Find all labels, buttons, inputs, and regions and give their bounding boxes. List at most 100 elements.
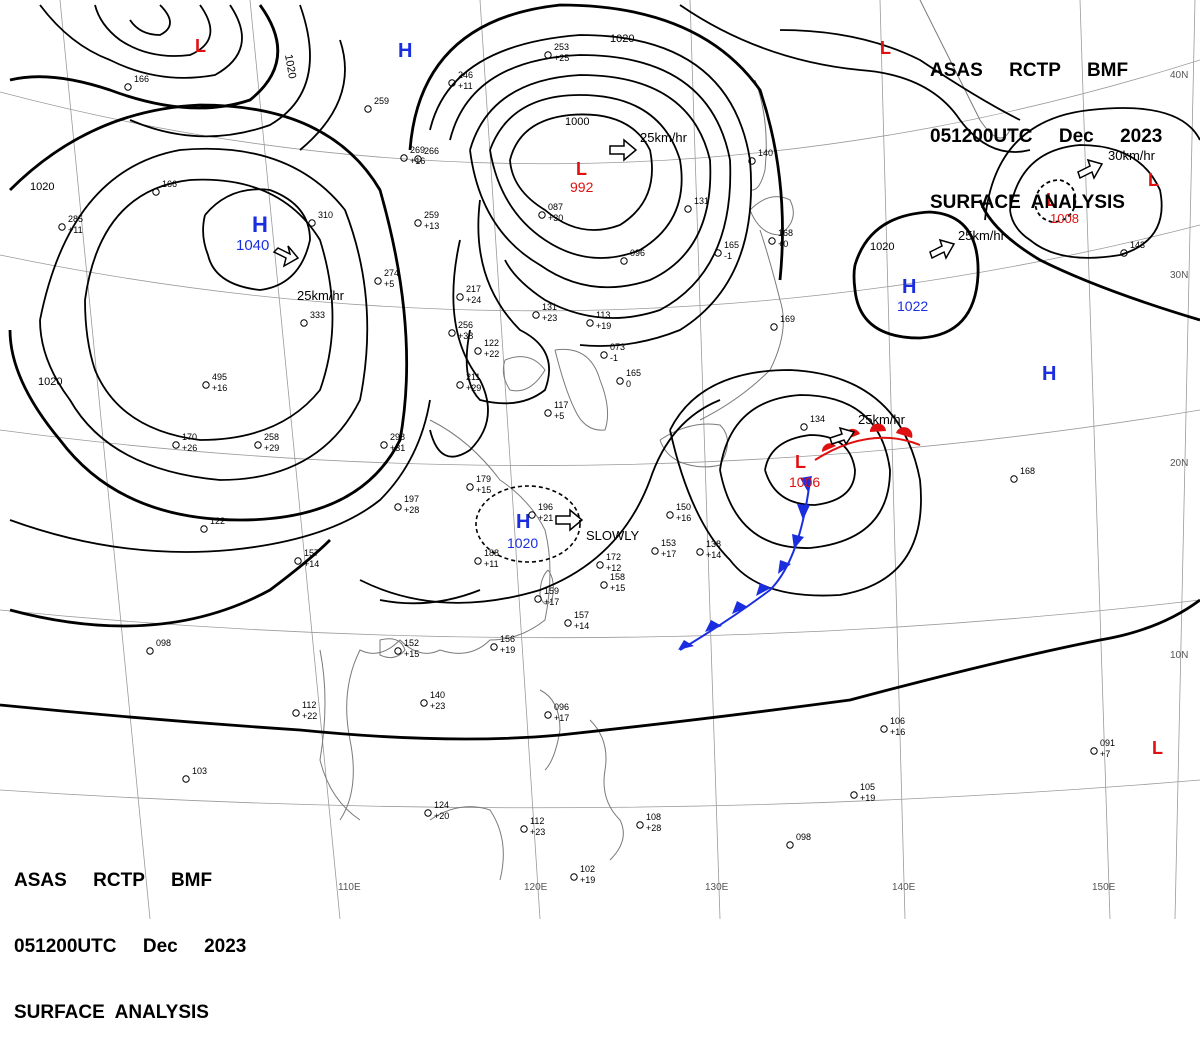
station-plot: 298+31	[380, 432, 405, 453]
isobars	[0, 3, 1200, 741]
station-circle	[474, 557, 482, 565]
station-plot: 091+7	[1090, 738, 1115, 759]
station-circle	[380, 441, 388, 449]
high-symbol: H	[516, 511, 530, 533]
sakhalin-coast	[751, 79, 767, 191]
station-pressure: 150	[676, 502, 691, 512]
station-plot: 140	[748, 148, 773, 165]
station-circle	[616, 377, 624, 385]
station-tendency: +17	[544, 597, 559, 607]
low-symbol: L	[195, 36, 206, 56]
station-plot: 143	[1120, 240, 1145, 257]
isobar	[429, 34, 752, 347]
station-pressure: 113	[596, 310, 610, 320]
station-circle	[182, 775, 190, 783]
station-circle	[600, 351, 608, 359]
arrow-low-1006	[829, 426, 856, 446]
station-tendency: +15	[610, 583, 625, 593]
station-circle	[1120, 249, 1128, 257]
header-line: SURFACE ANALYSIS	[14, 1002, 209, 1023]
isobar	[129, 4, 171, 36]
station-tendency: +11	[68, 225, 83, 235]
station-pressure: 112	[530, 816, 544, 826]
high-value: 1022	[897, 298, 928, 314]
station-tendency: +14	[304, 559, 319, 569]
station-plot: 113+19	[586, 310, 611, 331]
station-plot: 102+19	[570, 864, 595, 885]
station-plot: 197+28	[394, 494, 419, 515]
isobar	[469, 74, 712, 289]
isobar	[764, 434, 856, 506]
station-plot: 170+26	[172, 432, 197, 453]
station-pressure: 165	[626, 368, 641, 378]
warm-front-bump	[821, 443, 836, 452]
isobar-label: 1020	[282, 53, 298, 79]
arrow-high-1020	[555, 508, 584, 532]
movement-label: 25km/hr	[958, 228, 1006, 243]
longitude-label: 120E	[524, 882, 548, 893]
indochina-coast	[319, 649, 361, 821]
station-circle	[400, 154, 408, 162]
station-circle	[172, 441, 180, 449]
station-plot: 122+22	[474, 338, 499, 359]
station-pressure: 153	[661, 538, 676, 548]
station-plot: 166	[124, 74, 149, 91]
isobar	[984, 107, 1200, 221]
isobar-1020-top-east	[679, 4, 1031, 153]
isobar	[1009, 144, 1163, 259]
korea-coast	[554, 348, 609, 431]
station-plot: 266	[414, 146, 439, 163]
station-circle	[1010, 475, 1018, 483]
station-pressure: 157	[304, 548, 319, 558]
station-plot: 256+38	[448, 320, 473, 341]
station-plot: 166	[152, 179, 177, 196]
longitude-label: 130E	[705, 882, 729, 893]
longitude-label: 140E	[892, 882, 916, 893]
station-plot: 096+17	[544, 702, 569, 723]
station-plot: 259+13	[414, 210, 439, 231]
station-plot: 134	[800, 414, 825, 431]
map-header-bottom-left: ASAS RCTP BMF 051200UTC Dec 2023 SURFACE…	[14, 826, 246, 1046]
station-pressure: 140	[430, 690, 445, 700]
latitude-line-40n	[0, 59, 1200, 165]
low-value: 1008	[1050, 211, 1079, 226]
low-value: 992	[570, 179, 594, 195]
station-circle	[58, 223, 66, 231]
station-pressure: 152	[404, 638, 419, 648]
station-pressure: 269	[410, 145, 425, 155]
station-tendency: +25	[554, 53, 569, 63]
station-tendency: +31	[390, 443, 405, 453]
high-value: 1040	[236, 237, 269, 254]
station-circle	[466, 483, 474, 491]
station-pressure: 246	[458, 70, 473, 80]
station-circle	[768, 237, 776, 245]
station-circle	[586, 319, 594, 327]
station-pressure: 106	[890, 716, 905, 726]
movement-label: 30km/hr	[1108, 148, 1156, 163]
station-pressure: 172	[606, 552, 621, 562]
header-line: 051200UTC Dec 2023	[930, 126, 1163, 147]
station-tendency: +11	[458, 81, 473, 91]
station-plot: 169	[770, 314, 795, 331]
station-circle	[448, 329, 456, 337]
station-plot: 159+17	[534, 586, 559, 607]
latitude-line-10n	[0, 599, 1200, 639]
longitude-line-150e	[1079, 0, 1111, 919]
station-plot: 259	[364, 96, 389, 113]
station-pressure: 258	[264, 432, 279, 442]
station-circle	[544, 51, 552, 59]
station-circle	[394, 503, 402, 511]
station-plot: 495+16	[202, 372, 227, 393]
station-tendency: +23	[542, 313, 557, 323]
cold-front-barb	[797, 504, 810, 520]
station-circle	[364, 105, 372, 113]
low-symbol: L	[576, 159, 587, 179]
isobar-label: 1000	[565, 116, 589, 128]
isobar	[39, 147, 369, 481]
station-pressure: 103	[192, 766, 207, 776]
station-plot: 158+15	[600, 572, 625, 593]
station-circle	[684, 205, 692, 213]
station-circle	[456, 293, 464, 301]
station-circle	[528, 511, 536, 519]
station-plot: 117+5	[544, 400, 568, 421]
